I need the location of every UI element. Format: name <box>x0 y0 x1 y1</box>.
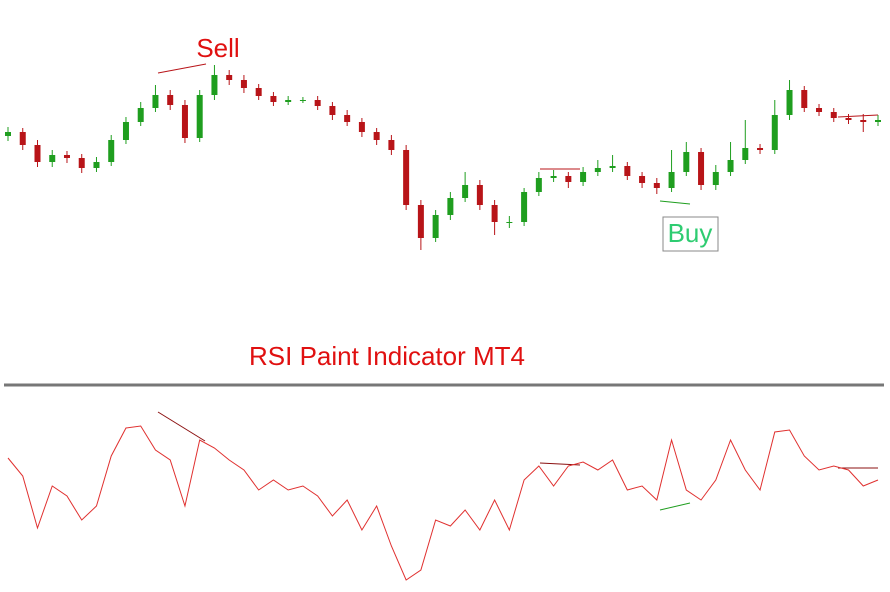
candle-body <box>462 185 469 198</box>
candle-body <box>535 178 542 192</box>
candle-body <box>270 96 277 102</box>
candle-body <box>137 108 144 122</box>
candle-body <box>698 152 705 185</box>
candle-body <box>181 105 188 138</box>
sell-divergence-line <box>157 63 207 74</box>
candle-body <box>211 75 218 95</box>
candle-body <box>403 150 410 205</box>
buy-box <box>662 216 719 252</box>
candle-body <box>299 100 306 101</box>
candle-body <box>329 106 336 115</box>
candle-body <box>816 108 823 112</box>
candle-body <box>712 172 719 185</box>
candle-body <box>432 215 439 238</box>
candle-body <box>727 160 734 172</box>
candle-body <box>845 118 852 120</box>
candle-body <box>757 148 764 150</box>
candle-body <box>875 120 881 122</box>
buy-divergence-line <box>659 200 691 205</box>
candle-body <box>668 172 675 188</box>
candle-body <box>167 95 174 105</box>
candle-body <box>476 185 483 205</box>
candle-body <box>580 172 587 182</box>
candle-body <box>63 155 70 158</box>
candle-body <box>683 152 690 172</box>
candle-body <box>771 115 778 150</box>
divergence-line <box>837 114 879 118</box>
candle-body <box>34 145 41 162</box>
candle-body <box>373 132 380 140</box>
candle-body <box>830 112 837 118</box>
candle-body <box>93 162 100 168</box>
candle-body <box>240 80 247 88</box>
candle-body <box>226 75 233 80</box>
candle-body <box>506 222 513 223</box>
candle-body <box>742 148 749 160</box>
candle-body <box>49 155 56 162</box>
candle-body <box>255 88 262 96</box>
candle-body <box>491 205 498 222</box>
candle-body <box>417 205 424 238</box>
chart-title: RSI Paint Indicator MT4 <box>249 341 525 371</box>
candle-body <box>801 90 808 108</box>
candle-body <box>447 198 454 215</box>
candle-body <box>860 120 867 122</box>
candle-body <box>624 166 631 176</box>
candle-body <box>521 192 528 222</box>
candle-body <box>594 168 601 172</box>
candle-body <box>78 158 85 168</box>
candle-body <box>388 140 395 150</box>
candle-body <box>122 122 129 140</box>
candle-body <box>196 95 203 138</box>
candle-body <box>358 122 365 132</box>
candle-body <box>152 95 159 108</box>
candle-body <box>609 166 616 168</box>
candle-body <box>565 176 572 182</box>
candle-body <box>786 90 793 115</box>
rsi-divergence-line <box>659 502 691 511</box>
sell-label: Sell <box>196 33 239 63</box>
rsi-divergence-line <box>157 411 206 442</box>
candle-body <box>639 176 646 183</box>
candle-body <box>344 115 351 122</box>
candle-body <box>653 183 660 188</box>
candle-body <box>550 176 557 178</box>
candle-body <box>285 100 292 102</box>
candle-body <box>5 132 11 136</box>
rsi-line <box>7 425 879 581</box>
candle-body <box>314 100 321 106</box>
buy-label: Buy <box>668 218 713 248</box>
candle-body <box>108 140 115 162</box>
candle-body <box>19 132 26 145</box>
